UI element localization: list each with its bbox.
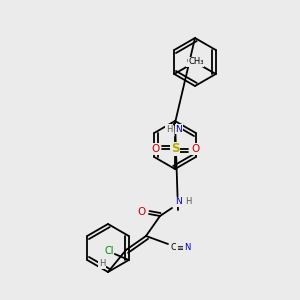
Text: O: O — [138, 207, 146, 217]
Text: N: N — [176, 124, 182, 134]
Text: N: N — [175, 197, 182, 206]
Text: S: S — [171, 142, 179, 155]
Text: C: C — [170, 244, 176, 253]
Text: H: H — [185, 197, 191, 206]
Text: O: O — [191, 144, 199, 154]
Text: CH₃: CH₃ — [188, 58, 204, 67]
Text: CH₃: CH₃ — [186, 58, 202, 67]
Text: O: O — [151, 144, 159, 154]
Text: N: N — [184, 244, 190, 253]
Text: H: H — [166, 124, 172, 134]
Text: H: H — [99, 260, 105, 268]
Text: ≡: ≡ — [176, 244, 184, 253]
Text: Cl: Cl — [104, 246, 113, 256]
